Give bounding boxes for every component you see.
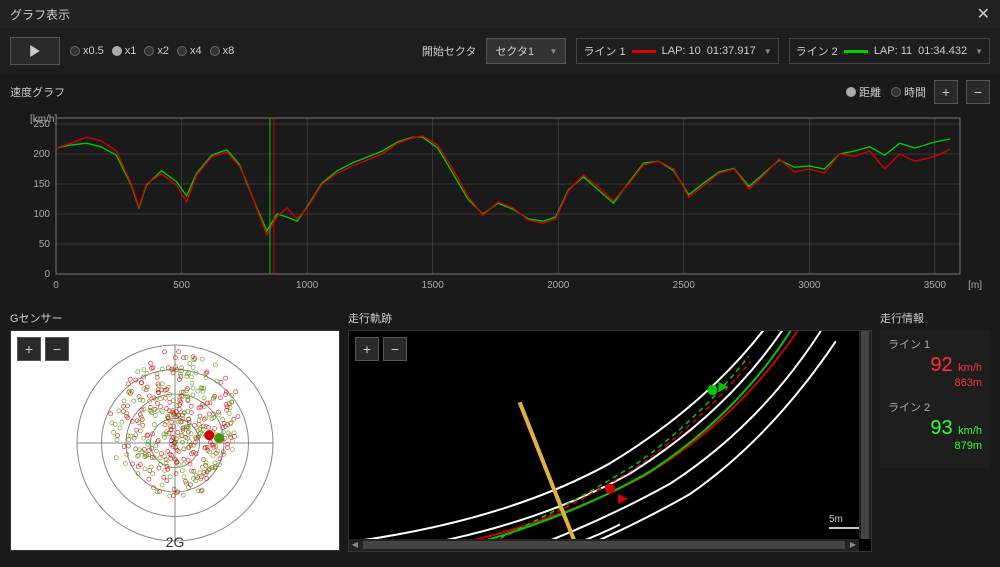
info-title: 走行情報 <box>880 308 990 330</box>
line2-lap-selector[interactable]: ライン 2 LAP: 11 01:34.432 ▼ <box>789 38 990 64</box>
track-zoom-in-button[interactable]: + <box>355 337 379 361</box>
track-zoom-out-button[interactable]: − <box>383 337 407 361</box>
info-line1-speed: 92 km/h <box>888 354 982 377</box>
window-title: グラフ表示 <box>10 6 70 23</box>
track-title: 走行軌跡 <box>348 308 872 330</box>
track-scrollbar-horizontal[interactable]: ◀ ▶ <box>349 539 859 551</box>
info-line2-speed: 93 km/h <box>888 417 982 440</box>
svg-text:50: 50 <box>39 239 51 250</box>
track-panel[interactable]: + − 5m ◀ ▶ <box>348 330 872 552</box>
speed-option-x4[interactable]: x4 <box>177 45 202 57</box>
axis-option-時間[interactable]: 時間 <box>891 84 926 100</box>
svg-text:200: 200 <box>33 149 50 160</box>
zoom-out-button[interactable]: − <box>966 80 990 104</box>
speed-radio-group: x0.5 x1 x2 x4 x8 <box>70 45 234 57</box>
sector-dropdown[interactable]: セクタ1 ▼ <box>486 38 566 64</box>
chevron-down-icon: ▼ <box>975 47 983 56</box>
scroll-right-icon[interactable]: ▶ <box>847 540 859 549</box>
zoom-in-button[interactable]: + <box>934 80 958 104</box>
line2-color-swatch <box>844 50 868 53</box>
gsensor-title: Gセンサー <box>10 308 340 330</box>
line2-lap: LAP: 11 <box>874 45 912 57</box>
speed-chart[interactable]: [km/h]0501001502002500500100015002000250… <box>10 110 990 300</box>
sector-label: 開始セクタ <box>422 43 477 59</box>
line1-lap-selector[interactable]: ライン 1 LAP: 10 01:37.917 ▼ <box>576 38 778 64</box>
sector-value: セクタ1 <box>495 43 534 59</box>
info-line2-label: ライン 2 <box>888 399 982 415</box>
svg-text:1000: 1000 <box>296 280 319 291</box>
svg-text:[m]: [m] <box>968 280 982 291</box>
axis-toggle-group: 距離時間 <box>846 84 926 100</box>
line2-time: 01:34.432 <box>918 45 967 57</box>
gsensor-panel[interactable]: + − 2G <box>10 330 340 551</box>
track-scale: 5m <box>829 514 859 529</box>
line1-label: ライン 1 <box>583 43 625 59</box>
line1-color-swatch <box>632 50 656 53</box>
svg-text:500: 500 <box>173 280 190 291</box>
info-panel: ライン 1 92 km/h 863m ライン 2 93 km/h 879m <box>880 330 990 468</box>
info-line2-dist: 879m <box>888 440 982 452</box>
speed-option-x0.5[interactable]: x0.5 <box>70 45 104 57</box>
chevron-down-icon: ▼ <box>550 47 558 56</box>
gsensor-zoom-out-button[interactable]: − <box>45 337 69 361</box>
svg-text:2500: 2500 <box>673 280 696 291</box>
speed-graph-title: 速度グラフ <box>10 84 65 100</box>
track-scrollbar-vertical[interactable] <box>859 331 871 539</box>
speed-option-x2[interactable]: x2 <box>144 45 169 57</box>
svg-text:250: 250 <box>33 119 50 130</box>
gsensor-zoom-in-button[interactable]: + <box>17 337 41 361</box>
svg-text:100: 100 <box>33 209 50 220</box>
playback-toolbar: x0.5 x1 x2 x4 x8 開始セクタ セクタ1 ▼ ライン 1 LAP: 10 … <box>0 28 1000 74</box>
svg-text:1500: 1500 <box>422 280 445 291</box>
play-button[interactable] <box>10 37 60 65</box>
axis-option-距離[interactable]: 距離 <box>846 84 881 100</box>
line1-time: 01:37.917 <box>707 45 756 57</box>
speed-option-x8[interactable]: x8 <box>210 45 235 57</box>
scroll-left-icon[interactable]: ◀ <box>349 540 361 549</box>
svg-text:0: 0 <box>53 280 59 291</box>
svg-text:3500: 3500 <box>924 280 947 291</box>
svg-text:150: 150 <box>33 179 50 190</box>
line1-lap: LAP: 10 <box>662 45 701 57</box>
svg-text:3000: 3000 <box>798 280 821 291</box>
svg-text:2G: 2G <box>166 534 185 547</box>
svg-text:2000: 2000 <box>547 280 570 291</box>
svg-text:0: 0 <box>44 269 50 280</box>
chevron-down-icon: ▼ <box>764 47 772 56</box>
info-line1-label: ライン 1 <box>888 336 982 352</box>
line2-label: ライン 2 <box>796 43 838 59</box>
info-line1-dist: 863m <box>888 377 982 389</box>
close-icon[interactable]: ✕ <box>977 4 990 24</box>
speed-option-x1[interactable]: x1 <box>112 45 137 57</box>
